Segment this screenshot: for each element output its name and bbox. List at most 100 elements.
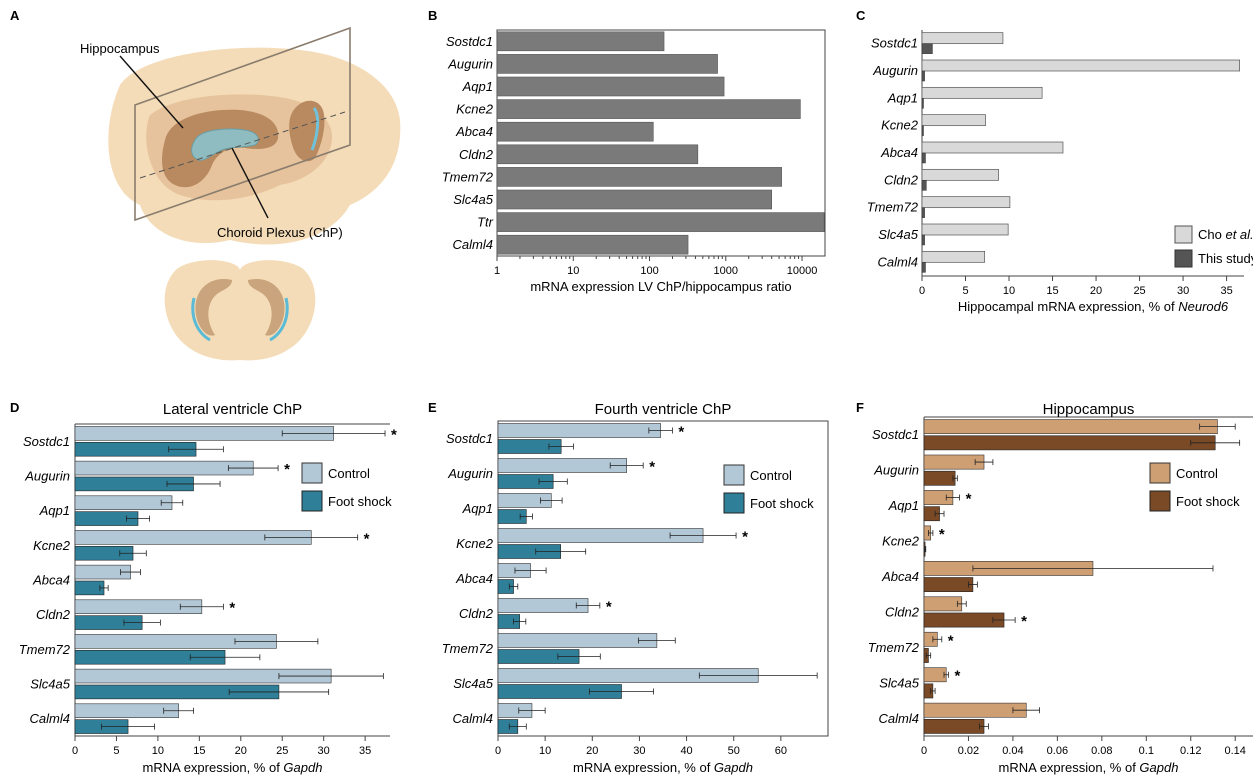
- panel-label-f: F: [856, 400, 864, 415]
- bar-cho: [921, 168, 999, 181]
- panel-d-chart: Lateral ventricle ChP Sostdc1 * Augurin * Aqp…: [19, 401, 397, 775]
- bar: [496, 121, 654, 142]
- bar-this-study: [921, 234, 925, 246]
- x-tick-label: 0.06: [1047, 745, 1068, 757]
- x-tick-label: 100: [640, 265, 658, 277]
- bar-this-study: [921, 70, 925, 82]
- bar-control: [74, 703, 179, 718]
- x-tick-label: 25: [276, 745, 288, 757]
- significance-star: *: [284, 461, 290, 478]
- category-label: Sostdc1: [446, 34, 493, 49]
- bar-this-study: [921, 152, 926, 164]
- significance-star: *: [939, 526, 945, 543]
- choroid-plexus-shape: [191, 128, 259, 161]
- bar-control: [497, 423, 661, 438]
- x-tick-label: 15: [193, 745, 205, 757]
- category-label: Cldn2: [885, 604, 920, 619]
- x-tick-label: 5: [962, 285, 968, 297]
- legend-swatch-foot-shock: [723, 492, 745, 514]
- x-axis-label: mRNA expression, % of Gapdh: [573, 760, 753, 775]
- category-label: Augurin: [447, 56, 493, 71]
- legend-label-foot-shock: Foot shock: [1176, 494, 1240, 509]
- category-label: Aqp1: [462, 501, 493, 516]
- category-label: Cldn2: [459, 606, 494, 621]
- significance-star: *: [954, 668, 960, 685]
- category-label: Abca4: [455, 124, 493, 139]
- significance-star: *: [391, 426, 397, 443]
- x-tick-label: 10000: [787, 265, 818, 277]
- category-label: Sostdc1: [23, 434, 70, 449]
- x-axis-label-italic: Gapdh: [283, 760, 322, 775]
- bar-this-study: [921, 125, 924, 136]
- bar-control: [74, 495, 173, 510]
- panel-label-c: C: [856, 8, 866, 23]
- bar-this-study: [921, 262, 926, 273]
- category-label: Ttr: [477, 215, 494, 230]
- x-axis-label-text: Hippocampal mRNA expression, % of: [958, 299, 1178, 314]
- significance-star: *: [606, 599, 612, 616]
- category-label: Abca4: [880, 145, 918, 160]
- category-label: Kcne2: [882, 534, 920, 549]
- bar-cho: [921, 59, 1240, 72]
- x-axis-label: mRNA expression, % of Gapdh: [143, 760, 323, 775]
- coronal-right-chp: [269, 297, 289, 342]
- panel-title: Fourth ventricle ChP: [595, 401, 732, 418]
- x-tick-label: 1: [494, 265, 500, 277]
- legend-label-this-study: This study: [1198, 251, 1253, 266]
- hippocampus-pointer: [119, 55, 184, 129]
- bar: [496, 99, 801, 119]
- x-tick-label: 35: [1220, 285, 1232, 297]
- bar: [496, 54, 718, 74]
- x-tick-label: 0: [495, 745, 501, 757]
- category-label: Kcne2: [456, 102, 494, 117]
- category-label: Kcne2: [33, 538, 71, 553]
- x-tick-label: 30: [633, 745, 645, 757]
- bar: [496, 234, 689, 255]
- category-label: Sostdc1: [871, 36, 918, 51]
- bar-foot-shock: [923, 612, 1005, 628]
- bar-control: [923, 596, 963, 612]
- x-tick-label: 20: [1090, 285, 1102, 297]
- bar-control: [923, 702, 1027, 718]
- category-label: Abca4: [32, 573, 70, 588]
- panel-label-e: E: [428, 400, 437, 415]
- bar-foot-shock: [923, 470, 956, 486]
- category-label: Tmem72: [19, 642, 71, 657]
- bar-cho: [921, 114, 986, 127]
- bar-foot-shock: [923, 435, 1216, 451]
- coronal-right-hippocampus: [248, 279, 285, 336]
- significance-star: *: [678, 424, 684, 441]
- category-label: Tmem72: [442, 641, 494, 656]
- bar-control: [497, 598, 589, 613]
- category-label: Cldn2: [36, 607, 71, 622]
- x-tick-label: 35: [359, 745, 371, 757]
- category-label: Aqp1: [887, 90, 918, 105]
- panel-c-chart: Sostdc1 Augurin Aqp1 Kcne2 Abca4 Cldn2 Tmem72 S…: [867, 30, 1253, 314]
- category-label: Tmem72: [442, 169, 494, 184]
- category-label: Slc4a5: [879, 675, 920, 690]
- legend-label-cho: Cho et al.: [1198, 227, 1253, 242]
- legend-swatch-control: [1149, 462, 1171, 484]
- significance-star: *: [649, 459, 655, 476]
- significance-star: *: [1021, 613, 1027, 630]
- bar-control: [497, 633, 658, 648]
- x-tick-label: 0.02: [958, 745, 979, 757]
- bar-foot-shock: [923, 577, 974, 592]
- category-label: Augurin: [24, 469, 70, 484]
- panel-b-chart: Sostdc1 Augurin Aqp1 Kcne2 Abca4 Cldn2 Tmem72 S…: [442, 29, 826, 294]
- coronal-outline: [164, 260, 316, 361]
- bar: [496, 76, 725, 97]
- coronal-left-chp: [191, 297, 211, 342]
- bar-this-study: [921, 98, 924, 109]
- bar: [496, 167, 782, 187]
- category-label: Aqp1: [39, 503, 70, 518]
- x-tick-label: 30: [318, 745, 330, 757]
- x-axis-label-text: mRNA expression, % of: [143, 760, 284, 775]
- significance-star: *: [364, 530, 370, 547]
- plot-frame: [497, 420, 829, 737]
- bar-cho: [921, 196, 1011, 209]
- x-axis-label-text: mRNA expression, % of: [573, 760, 714, 775]
- panel-label-a: A: [10, 8, 20, 23]
- legend-swatch-foot-shock: [1149, 490, 1171, 512]
